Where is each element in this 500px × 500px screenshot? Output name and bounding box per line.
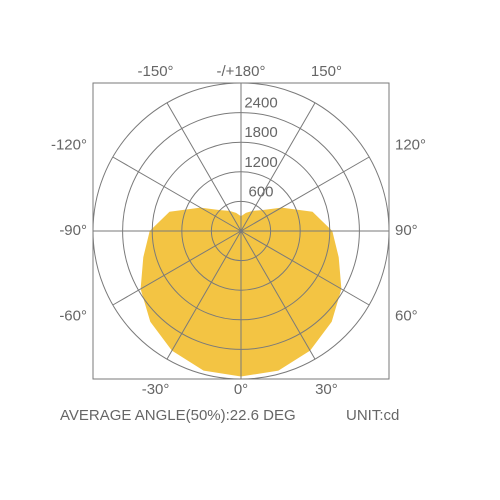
spoke: [112, 230, 242, 306]
r-tick-label: 2400: [244, 95, 277, 112]
spoke: [166, 230, 242, 360]
angle-tick-label: 30°: [315, 381, 338, 398]
spoke: [166, 102, 242, 232]
angle-tick-label: -150°: [138, 63, 174, 80]
unit: UNIT:cd: [346, 407, 399, 424]
angle-tick-label: 0°: [234, 381, 248, 398]
spoke: [240, 230, 316, 360]
spoke: [240, 156, 370, 232]
angle-tick-label: -120°: [51, 137, 87, 154]
angle-tick-label: 60°: [395, 307, 418, 324]
spoke: [240, 102, 316, 232]
average-angle: AVERAGE ANGLE(50%):22.6 DEG: [60, 407, 296, 424]
spoke: [112, 156, 242, 232]
r-tick-label: 600: [248, 183, 273, 200]
angle-tick-label: -/+180°: [217, 63, 266, 80]
angle-tick-label: 90°: [395, 222, 418, 239]
r-tick-label: 1800: [244, 124, 277, 141]
r-tick-label: 1200: [244, 154, 277, 171]
spoke: [240, 230, 370, 306]
angle-tick-label: -60°: [59, 307, 87, 324]
angle-tick-label: -90°: [59, 222, 87, 239]
angle-tick-label: -30°: [142, 381, 170, 398]
angle-tick-label: 120°: [395, 137, 426, 154]
angle-tick-label: 150°: [311, 63, 342, 80]
